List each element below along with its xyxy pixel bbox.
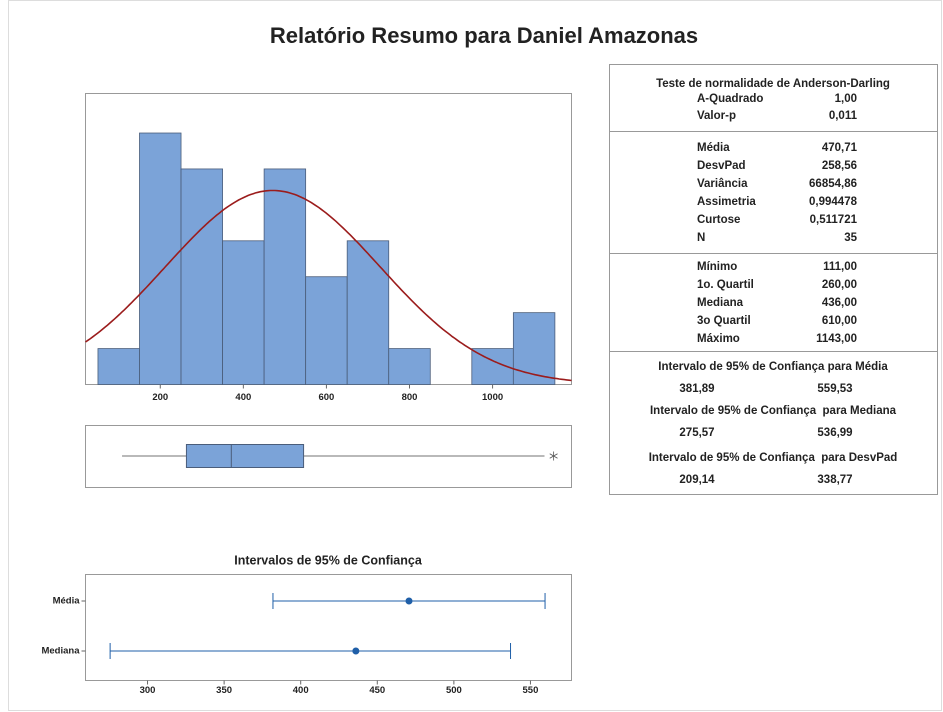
interval-heading: Intervalo de 95% de Confiança para DesvP… xyxy=(649,452,898,464)
stat-value: 470,71 xyxy=(822,142,858,154)
normal-curve xyxy=(85,189,572,382)
stat-label: 1o. Quartil xyxy=(697,279,754,291)
bar xyxy=(305,276,348,385)
y-tick-label: Mediana xyxy=(41,646,80,657)
stat-value: 436,00 xyxy=(822,297,857,309)
stat-value: 35 xyxy=(844,232,857,244)
x-tick-label: 550 xyxy=(523,685,539,696)
boxplot-frame xyxy=(85,425,572,488)
stat-value: 1,00 xyxy=(835,93,857,105)
stats-table xyxy=(609,64,938,495)
table-heading: Teste de normalidade de Anderson-Darling xyxy=(656,78,890,90)
stat-label: Valor-p xyxy=(697,110,736,122)
x-tick-label: 450 xyxy=(369,685,385,696)
x-tick-label: 350 xyxy=(216,685,232,696)
bar xyxy=(97,348,140,385)
interval-heading: Intervalo de 95% de Confiança para Média xyxy=(658,361,888,373)
stat-label: Máximo xyxy=(697,333,740,345)
interval-low: 381,89 xyxy=(679,383,714,395)
interval-high: 338,77 xyxy=(817,474,852,486)
stat-label: Assimetria xyxy=(697,196,756,208)
page-frame xyxy=(8,0,942,711)
x-tick-label: 800 xyxy=(402,392,418,403)
x-tick-label: 300 xyxy=(140,685,156,696)
stat-label: Variância xyxy=(697,178,748,190)
stat-label: N xyxy=(697,232,705,244)
stat-value: 0,511721 xyxy=(810,214,858,226)
interval-high: 559,53 xyxy=(817,383,852,395)
bar xyxy=(388,348,431,385)
stat-value: 258,56 xyxy=(822,160,857,172)
bar xyxy=(222,240,265,385)
bar xyxy=(346,240,390,385)
bar xyxy=(139,132,182,385)
stat-value: 66854,86 xyxy=(809,178,857,190)
stat-label: A-Quadrado xyxy=(697,93,763,105)
x-tick-label: 400 xyxy=(293,685,309,696)
x-tick-label: 200 xyxy=(152,392,168,403)
stat-label: Mediana xyxy=(697,297,744,309)
stat-value: 260,00 xyxy=(822,279,857,291)
interval-heading: Intervalo de 95% de Confiança para Media… xyxy=(650,405,897,417)
stat-value: 1143,00 xyxy=(816,333,857,345)
estimate-point xyxy=(352,647,360,655)
x-tick-label: 500 xyxy=(446,685,462,696)
estimate-point xyxy=(405,597,413,605)
stat-value: 111,00 xyxy=(823,261,857,273)
stat-label: DesvPad xyxy=(697,160,746,172)
bar xyxy=(512,312,556,385)
stat-label: Mínimo xyxy=(697,261,737,273)
ci-title: Intervalos de 95% de Confiança xyxy=(234,553,423,567)
x-tick-label: 600 xyxy=(318,392,334,403)
y-tick-label: Média xyxy=(53,596,81,607)
bar xyxy=(180,168,223,385)
interval-low: 275,57 xyxy=(679,427,714,439)
stat-label: Curtose xyxy=(697,214,740,226)
outlier-stroke xyxy=(549,453,558,459)
ci-frame xyxy=(85,574,572,681)
stat-value: 610,00 xyxy=(822,315,857,327)
stat-label: Média xyxy=(697,142,730,154)
box xyxy=(185,444,305,468)
report-title: Relatório Resumo para Daniel Amazonas xyxy=(270,23,698,48)
stat-value: 0,994478 xyxy=(809,196,858,208)
x-tick-label: 1000 xyxy=(482,392,503,403)
x-tick-label: 400 xyxy=(235,392,251,403)
stat-label: 3o Quartil xyxy=(697,315,751,327)
outlier xyxy=(549,451,558,461)
bar xyxy=(263,168,307,385)
interval-high: 536,99 xyxy=(817,427,852,439)
stat-value: 0,011 xyxy=(829,110,858,122)
interval-low: 209,14 xyxy=(679,474,715,486)
